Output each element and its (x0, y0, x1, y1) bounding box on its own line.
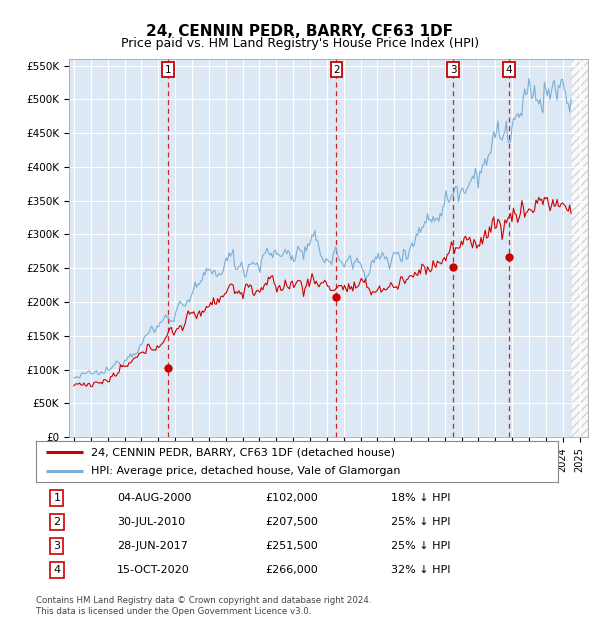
Text: 3: 3 (53, 541, 61, 551)
Text: 2: 2 (333, 64, 340, 74)
Text: £102,000: £102,000 (266, 493, 319, 503)
Text: 4: 4 (505, 64, 512, 74)
Text: £251,500: £251,500 (266, 541, 319, 551)
Text: 1: 1 (53, 493, 61, 503)
Text: 24, CENNIN PEDR, BARRY, CF63 1DF (detached house): 24, CENNIN PEDR, BARRY, CF63 1DF (detach… (91, 448, 395, 458)
Text: 2: 2 (53, 517, 61, 527)
Text: HPI: Average price, detached house, Vale of Glamorgan: HPI: Average price, detached house, Vale… (91, 466, 400, 476)
Text: 3: 3 (450, 64, 457, 74)
Text: 18% ↓ HPI: 18% ↓ HPI (391, 493, 451, 503)
Text: 4: 4 (53, 565, 61, 575)
Text: 32% ↓ HPI: 32% ↓ HPI (391, 565, 451, 575)
Text: 15-OCT-2020: 15-OCT-2020 (117, 565, 190, 575)
Text: £207,500: £207,500 (266, 517, 319, 527)
Text: 24, CENNIN PEDR, BARRY, CF63 1DF: 24, CENNIN PEDR, BARRY, CF63 1DF (146, 24, 454, 38)
Text: Price paid vs. HM Land Registry's House Price Index (HPI): Price paid vs. HM Land Registry's House … (121, 37, 479, 50)
Text: £266,000: £266,000 (266, 565, 319, 575)
Text: Contains HM Land Registry data © Crown copyright and database right 2024.
This d: Contains HM Land Registry data © Crown c… (36, 596, 371, 616)
Text: 25% ↓ HPI: 25% ↓ HPI (391, 541, 451, 551)
Text: 1: 1 (165, 64, 172, 74)
Text: 04-AUG-2000: 04-AUG-2000 (117, 493, 191, 503)
Text: 30-JUL-2010: 30-JUL-2010 (117, 517, 185, 527)
Text: 25% ↓ HPI: 25% ↓ HPI (391, 517, 451, 527)
Text: 28-JUN-2017: 28-JUN-2017 (117, 541, 188, 551)
